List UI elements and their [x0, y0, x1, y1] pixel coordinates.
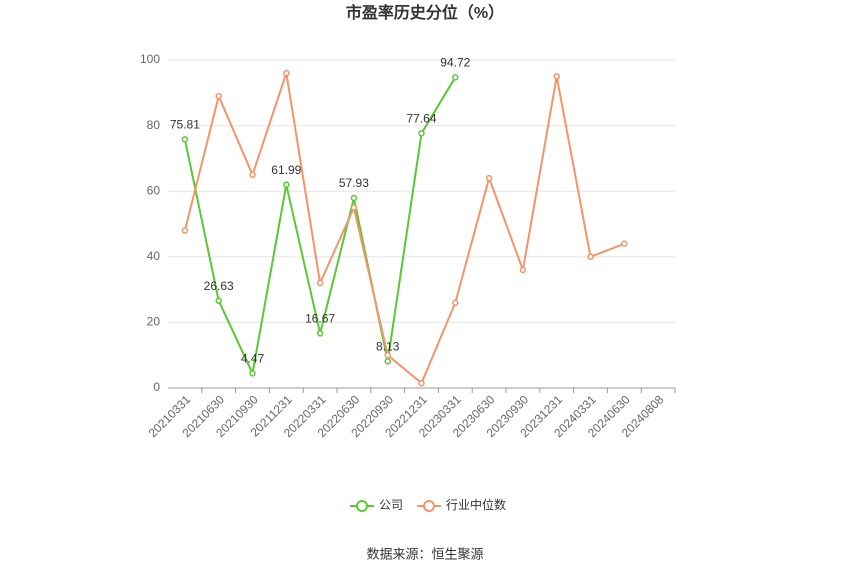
- y-tick-label: 100: [140, 52, 160, 66]
- point: [181, 136, 189, 143]
- legend-label: 行业中位数: [446, 497, 506, 512]
- point: [215, 297, 222, 304]
- data-label: 57.93: [339, 176, 369, 190]
- point: [418, 130, 425, 137]
- legend-label: 公司: [379, 498, 403, 512]
- data-label: 4.47: [241, 352, 265, 366]
- y-tick-label: 60: [147, 183, 161, 197]
- data-label: 8.13: [376, 340, 400, 354]
- point: [249, 171, 256, 179]
- point: [316, 330, 324, 337]
- point: [350, 194, 358, 202]
- point: [215, 92, 222, 100]
- legend-marker: [356, 500, 368, 512]
- point: [519, 266, 527, 274]
- point: [418, 379, 425, 387]
- data-label: 94.72: [440, 55, 470, 69]
- point: [249, 370, 256, 377]
- data-label: 61.99: [271, 163, 301, 177]
- point: [181, 227, 189, 234]
- data-label: 75.81: [170, 118, 200, 132]
- point: [587, 253, 594, 261]
- data-label: 26.63: [204, 279, 234, 293]
- point: [384, 351, 391, 359]
- chart-title: 市盈率历史分位（%）: [346, 3, 504, 22]
- data-label: 16.67: [305, 311, 335, 325]
- point: [316, 279, 324, 287]
- y-tick-label: 0: [153, 380, 160, 394]
- data-label: 77.64: [406, 112, 436, 126]
- point: [384, 358, 391, 365]
- point: [283, 69, 290, 77]
- legend-marker: [423, 500, 435, 512]
- point: [621, 240, 628, 247]
- y-tick-label: 20: [147, 315, 161, 329]
- point: [485, 174, 493, 182]
- source: 数据来源：恒生聚源: [366, 546, 483, 561]
- series-line: [183, 72, 625, 385]
- point: [283, 181, 290, 188]
- y-tick-label: 40: [147, 249, 161, 263]
- point: [553, 73, 560, 80]
- y-tick-label: 80: [147, 118, 161, 132]
- point: [350, 204, 358, 211]
- point: [452, 74, 459, 81]
- point: [452, 299, 459, 306]
